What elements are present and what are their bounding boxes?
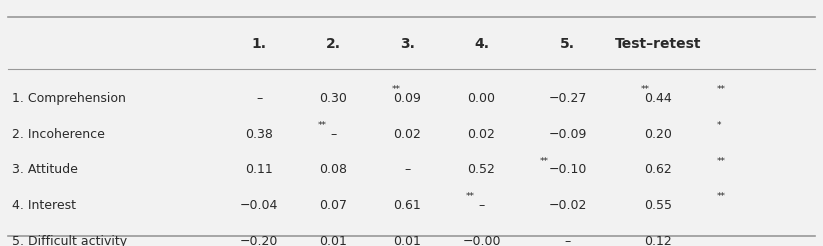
- Text: –: –: [330, 128, 337, 140]
- Text: 2. Incoherence: 2. Incoherence: [12, 128, 105, 140]
- Text: **: **: [466, 192, 475, 201]
- Text: 0.61: 0.61: [393, 199, 421, 212]
- Text: –: –: [478, 199, 485, 212]
- Text: Test–retest: Test–retest: [615, 37, 702, 51]
- Text: 0.62: 0.62: [644, 163, 672, 176]
- Text: 0.55: 0.55: [644, 199, 672, 212]
- Text: −0.20: −0.20: [240, 235, 278, 246]
- Text: **: **: [717, 157, 726, 166]
- Text: 3. Attitude: 3. Attitude: [12, 163, 78, 176]
- Text: 0.07: 0.07: [319, 199, 347, 212]
- Text: *: *: [717, 121, 722, 130]
- Text: **: **: [540, 157, 549, 166]
- Text: 0.01: 0.01: [393, 235, 421, 246]
- Text: –: –: [404, 163, 411, 176]
- Text: 0.11: 0.11: [245, 163, 273, 176]
- Text: 0.00: 0.00: [467, 92, 495, 105]
- Text: 0.20: 0.20: [644, 128, 672, 140]
- Text: **: **: [640, 85, 649, 94]
- Text: 2.: 2.: [326, 37, 341, 51]
- Text: **: **: [717, 192, 726, 201]
- Text: **: **: [318, 121, 327, 130]
- Text: 1. Comprehension: 1. Comprehension: [12, 92, 126, 105]
- Text: −0.10: −0.10: [549, 163, 587, 176]
- Text: 5.: 5.: [560, 37, 575, 51]
- Text: 0.01: 0.01: [319, 235, 347, 246]
- Text: 0.02: 0.02: [467, 128, 495, 140]
- Text: –: –: [565, 235, 571, 246]
- Text: −0.09: −0.09: [549, 128, 587, 140]
- Text: 4.: 4.: [474, 37, 489, 51]
- Text: 0.12: 0.12: [644, 235, 672, 246]
- Text: 0.30: 0.30: [319, 92, 347, 105]
- Text: 0.52: 0.52: [467, 163, 495, 176]
- Text: −0.27: −0.27: [549, 92, 587, 105]
- Text: 0.38: 0.38: [245, 128, 273, 140]
- Text: –: –: [256, 92, 263, 105]
- Text: 0.08: 0.08: [319, 163, 347, 176]
- Text: −0.04: −0.04: [240, 199, 278, 212]
- Text: 5. Difficult activity: 5. Difficult activity: [12, 235, 128, 246]
- Text: −0.02: −0.02: [549, 199, 587, 212]
- Text: 0.44: 0.44: [644, 92, 672, 105]
- Text: **: **: [392, 85, 401, 94]
- Text: −0.00: −0.00: [463, 235, 500, 246]
- Text: 4. Interest: 4. Interest: [12, 199, 77, 212]
- Text: 0.09: 0.09: [393, 92, 421, 105]
- Text: 3.: 3.: [400, 37, 415, 51]
- Text: **: **: [717, 85, 726, 94]
- Text: 1.: 1.: [252, 37, 267, 51]
- Text: 0.02: 0.02: [393, 128, 421, 140]
